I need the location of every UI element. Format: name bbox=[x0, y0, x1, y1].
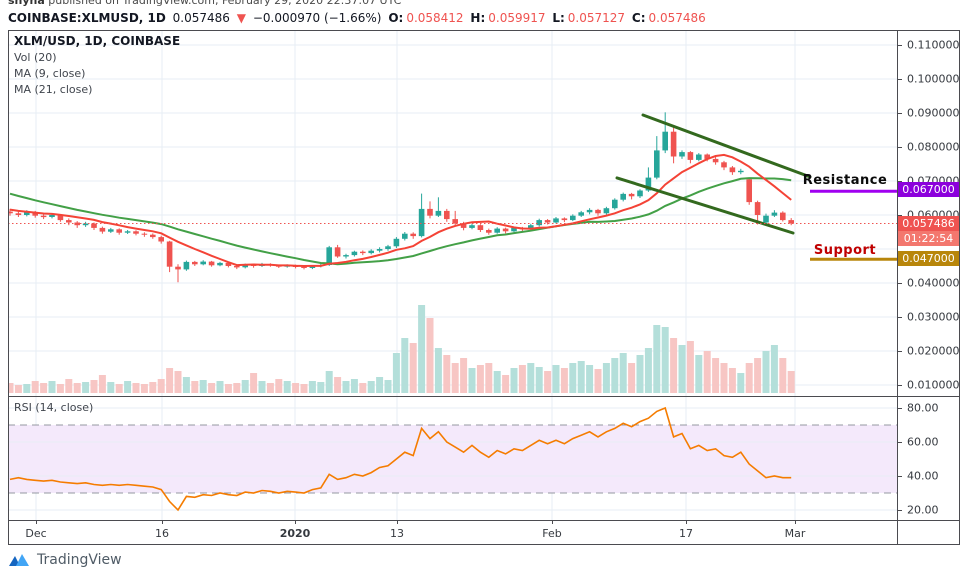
rsi-band bbox=[8, 425, 897, 493]
price-tick bbox=[898, 283, 902, 284]
high-label: H: bbox=[470, 11, 486, 25]
rsi-tick-label: 60.00 bbox=[907, 435, 939, 449]
ma21-line bbox=[9, 177, 792, 266]
tradingview-watermark[interactable]: TradingView bbox=[8, 552, 122, 568]
ma9-line bbox=[9, 153, 792, 268]
time-tick bbox=[552, 520, 553, 524]
low-value: 0.057127 bbox=[567, 11, 626, 25]
legend-ma9: MA (9, close) bbox=[14, 67, 86, 80]
byline: shyna published on TradingView.com, Febr… bbox=[8, 0, 401, 7]
pane-divider[interactable] bbox=[8, 396, 960, 397]
last-price: 0.057486 bbox=[172, 11, 230, 25]
low-label: L: bbox=[552, 11, 565, 25]
high-value: 0.059917 bbox=[488, 11, 546, 25]
rsi-tick-label: 80.00 bbox=[907, 401, 939, 415]
price-tick-label: 0.010000 bbox=[907, 378, 960, 392]
rsi-levels bbox=[8, 407, 897, 511]
price-tick bbox=[898, 113, 902, 114]
price-axis[interactable]: 0.110000 0.100000 0.090000 0.080000 0.070000… bbox=[898, 30, 960, 520]
countdown-chip: 01:22:54 bbox=[898, 231, 959, 246]
time-tick-label: Dec bbox=[25, 527, 47, 540]
price-axis-divider bbox=[897, 30, 898, 545]
legend-volume: Vol (20) bbox=[14, 51, 57, 64]
open-value: 0.058412 bbox=[406, 11, 464, 25]
legend-ma21: MA (21, close) bbox=[14, 83, 93, 96]
time-tick bbox=[162, 520, 163, 524]
last-price-chip: 0.057486 bbox=[898, 216, 959, 231]
rsi-pane[interactable] bbox=[8, 396, 897, 520]
rsi-tick bbox=[898, 476, 902, 477]
chart-frame: XLM/USD, 1D, COINBASE Vol (20) MA (9, cl… bbox=[8, 30, 960, 545]
price-change: −0.000970 (−1.66%) bbox=[252, 11, 382, 25]
price-tick bbox=[898, 351, 902, 352]
price-tick-label: 0.090000 bbox=[907, 106, 960, 120]
price-tick bbox=[898, 317, 902, 318]
time-tick-label: Feb bbox=[542, 527, 562, 540]
main-legend: XLM/USD, 1D, COINBASE Vol (20) MA (9, cl… bbox=[14, 33, 180, 98]
time-tick-label: 17 bbox=[679, 527, 693, 540]
volume-bars bbox=[8, 305, 795, 393]
price-tick bbox=[898, 181, 902, 182]
open-label: O: bbox=[388, 11, 404, 25]
rsi-line bbox=[9, 406, 792, 512]
price-tick bbox=[898, 385, 902, 386]
chart-title: XLM/USD, 1D, COINBASE bbox=[14, 34, 181, 48]
rsi-legend: RSI (14, close) bbox=[14, 401, 94, 414]
time-axis-divider bbox=[8, 520, 960, 521]
price-tick bbox=[898, 215, 902, 216]
time-axis[interactable]: Dec 16 2020 13 Feb 17 Mar bbox=[8, 520, 897, 545]
rsi-tick-label: 40.00 bbox=[907, 469, 939, 483]
candles bbox=[8, 112, 794, 283]
time-tick bbox=[686, 520, 687, 524]
price-tick bbox=[898, 45, 902, 46]
price-tick-label: 0.110000 bbox=[907, 38, 960, 52]
price-tick bbox=[898, 147, 902, 148]
price-tick-label: 0.080000 bbox=[907, 140, 960, 154]
rsi-tick bbox=[898, 442, 902, 443]
time-tick bbox=[795, 520, 796, 524]
price-tick-label: 0.100000 bbox=[907, 72, 960, 86]
symbol-name: COINBASE:XLMUSD, 1D bbox=[8, 11, 166, 25]
rsi-tick bbox=[898, 408, 902, 409]
byline-text: published on TradingView.com, February 2… bbox=[44, 0, 402, 7]
price-tick bbox=[898, 79, 902, 80]
resistance-price-chip: 0.067000 bbox=[898, 182, 959, 197]
symbol-ohlc-line: COINBASE:XLMUSD, 1D 0.057486 ▼ −0.000970… bbox=[8, 11, 709, 25]
time-tick-label: Mar bbox=[784, 527, 806, 540]
support-price-chip: 0.047000 bbox=[898, 251, 959, 266]
price-tick-label: 0.040000 bbox=[907, 276, 960, 290]
close-label: C: bbox=[631, 11, 646, 25]
trendlines[interactable] bbox=[615, 113, 812, 235]
close-value: 0.057486 bbox=[648, 11, 706, 25]
time-tick bbox=[295, 520, 296, 524]
time-tick bbox=[397, 520, 398, 524]
rsi-tick-label: 20.00 bbox=[907, 503, 939, 517]
time-tick-label: 2020 bbox=[279, 527, 311, 540]
down-arrow-icon: ▼ bbox=[236, 11, 246, 25]
tradingview-brand-text: TradingView bbox=[37, 552, 122, 568]
rsi-tick bbox=[898, 510, 902, 511]
price-tick-label: 0.030000 bbox=[907, 310, 960, 324]
main-price-pane[interactable] bbox=[8, 30, 897, 396]
time-tick-label: 13 bbox=[390, 527, 404, 540]
price-tick-label: 0.020000 bbox=[907, 344, 960, 358]
support-label: Support bbox=[813, 243, 877, 258]
time-tick bbox=[36, 520, 37, 524]
resistance-label: Resistance bbox=[802, 173, 888, 188]
tradingview-logo-icon bbox=[9, 554, 29, 566]
time-tick-label: 16 bbox=[155, 527, 169, 540]
author-name: shyna bbox=[8, 0, 45, 7]
